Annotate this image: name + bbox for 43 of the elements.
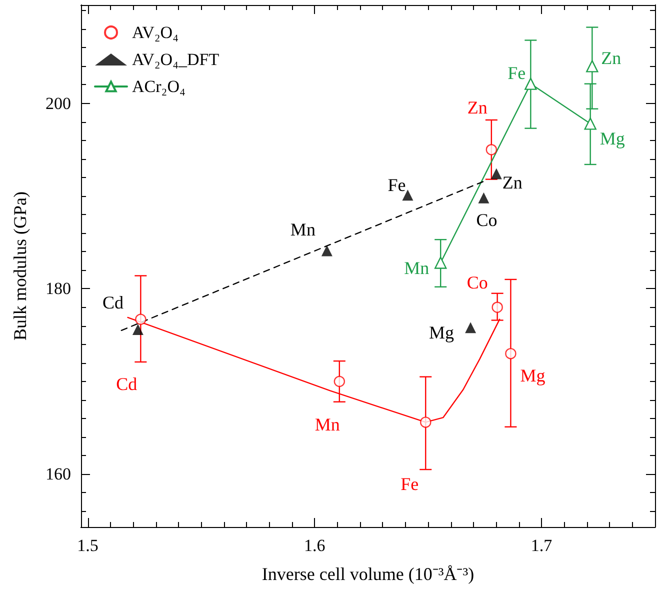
x-axis-title: Inverse cell volume (10⁻³Å⁻³) xyxy=(262,564,474,584)
annotation: Mn xyxy=(314,414,340,434)
point xyxy=(420,416,432,428)
y-tick-label: 160 xyxy=(46,464,71,484)
annotation: Mg xyxy=(520,366,546,386)
annotation: Mg xyxy=(429,322,454,343)
point xyxy=(490,168,502,180)
y-tick-label: 180 xyxy=(46,279,71,298)
legend-label: AV₂O₄ xyxy=(132,23,179,42)
x-tick-label: 1.5 xyxy=(77,536,98,555)
point xyxy=(486,144,498,156)
point xyxy=(334,376,346,388)
annotation: Mn xyxy=(404,258,430,278)
annotation: Fe xyxy=(388,175,406,196)
point xyxy=(505,348,516,360)
y-tick-label: 200 xyxy=(46,94,71,113)
annotation: Fe xyxy=(508,62,526,83)
point xyxy=(135,314,146,325)
annotation: Zn xyxy=(502,172,522,193)
point xyxy=(465,322,476,334)
point xyxy=(492,302,503,313)
annotation: Co xyxy=(476,210,498,230)
legend-label: AV₂O₄_DFT xyxy=(132,50,220,69)
annotation: Cd xyxy=(102,292,124,313)
x-tick-label: 1.7 xyxy=(530,536,553,555)
annotation: Zn xyxy=(601,48,622,68)
annotation: Zn xyxy=(467,98,488,118)
legend-label: ACr₂O₄ xyxy=(132,77,186,96)
point xyxy=(434,256,447,269)
y-axis-title: Bulk modulus (GPa) xyxy=(10,191,30,341)
annotation: Co xyxy=(466,272,488,292)
point xyxy=(478,192,490,204)
point xyxy=(586,60,598,72)
point xyxy=(584,118,596,130)
annotation: Cd xyxy=(116,374,138,394)
annotation: Mg xyxy=(600,128,625,149)
point xyxy=(321,245,332,256)
point xyxy=(132,324,144,336)
point xyxy=(524,78,537,90)
x-tick-label: 1.6 xyxy=(304,536,326,555)
point xyxy=(402,190,414,201)
annotation: Fe xyxy=(400,474,419,494)
annotation: Mn xyxy=(290,220,316,240)
